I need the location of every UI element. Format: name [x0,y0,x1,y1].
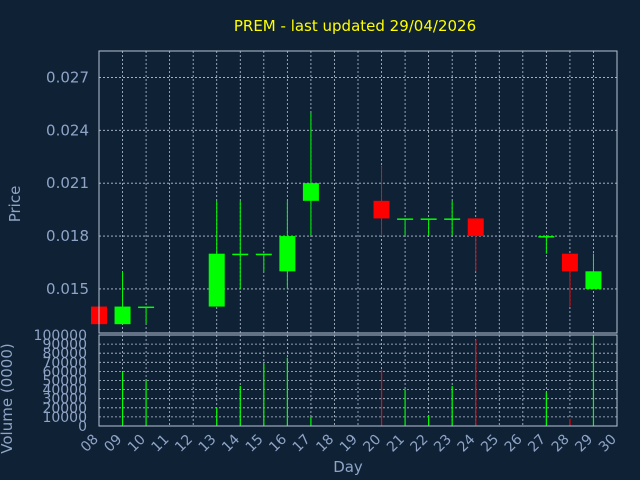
candle-body [467,218,484,237]
volume-plot-frame [98,334,618,427]
candle-body [397,218,414,220]
x-axis-label: Day [333,458,363,476]
volume-y-tick-label: 10000 [42,410,87,426]
candle-body [373,200,390,219]
candle-body [114,306,131,325]
price-y-tick-label: 0.015 [46,280,89,298]
x-tick-labels: 08 09 10 11 12 13 14 15 16 17 18 19 20 21 22 23 24 25 26 27… [78,431,620,455]
price-y-tick-labels: 0.015 0.018 0.021 0.024 0.027 [46,68,89,298]
price-candles [91,112,602,325]
candle-body [138,306,155,309]
candle-body [561,253,578,272]
volume-y-tick-label: 40000 [42,383,87,399]
candle-body [208,253,225,307]
volume-y-tick-label: 90000 [42,337,87,353]
volume-y-tick-label: 0 [78,419,87,435]
volume-y-tick-label: 30000 [42,392,87,408]
price-y-tick-label: 0.024 [46,121,89,139]
candle-body [255,253,272,256]
price-axis-label: Price [6,186,24,223]
price-y-tick-label: 0.018 [46,227,89,245]
price-y-tick-label: 0.021 [46,174,89,192]
candle-body [302,183,319,201]
volume-y-tick-label: 80000 [42,346,87,362]
candle-body [232,253,249,256]
candle-body [420,218,437,220]
price-y-tick-label: 0.027 [46,68,89,86]
volume-y-tick-label: 70000 [42,355,87,371]
volume-y-tick-label: 50000 [42,374,87,390]
volume-bars [121,335,595,426]
price-plot-frame [98,50,618,334]
volume-y-tick-labels: 0100002000030000400005000060000700008000… [34,328,87,435]
candle-body [585,271,602,289]
volume-y-tick-label: 100000 [34,328,87,344]
candle-body [538,236,555,238]
volume-y-tick-label: 20000 [42,401,87,417]
candle-body [444,218,461,220]
volume-axis-label: Volume (0000) [0,343,16,453]
chart-title: PREM - last updated 29/04/2026 [234,17,476,35]
volume-y-tick-label: 60000 [42,364,87,380]
candle-body [279,236,296,272]
